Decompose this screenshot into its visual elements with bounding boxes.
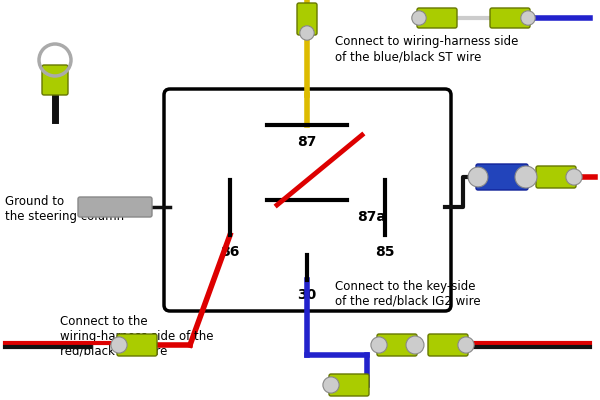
Text: 85: 85 — [375, 245, 395, 259]
Circle shape — [521, 11, 535, 25]
Text: Connect to the key-side
of the red/black IG2 wire: Connect to the key-side of the red/black… — [335, 280, 481, 308]
Circle shape — [371, 337, 387, 353]
Circle shape — [566, 169, 582, 185]
Text: Connect to wiring-harness side
of the blue/black ST wire: Connect to wiring-harness side of the bl… — [335, 35, 518, 63]
Text: 86: 86 — [220, 245, 239, 259]
Text: Ground to
the steering column: Ground to the steering column — [5, 195, 124, 223]
FancyBboxPatch shape — [536, 166, 576, 188]
Circle shape — [458, 337, 474, 353]
FancyBboxPatch shape — [117, 334, 157, 356]
Circle shape — [406, 336, 424, 354]
Text: 87: 87 — [298, 135, 317, 149]
FancyBboxPatch shape — [78, 197, 152, 217]
Circle shape — [468, 167, 488, 187]
FancyBboxPatch shape — [42, 65, 68, 95]
FancyBboxPatch shape — [428, 334, 468, 356]
Circle shape — [300, 26, 314, 40]
Text: 30: 30 — [298, 288, 317, 302]
Text: Connect to the
wiring-harness side of the
red/black IG2 wire: Connect to the wiring-harness side of th… — [60, 315, 214, 358]
Circle shape — [323, 377, 339, 393]
FancyBboxPatch shape — [329, 374, 369, 396]
Circle shape — [412, 11, 426, 25]
FancyBboxPatch shape — [164, 89, 451, 311]
Circle shape — [111, 337, 127, 353]
FancyBboxPatch shape — [476, 164, 528, 190]
FancyBboxPatch shape — [417, 8, 457, 28]
FancyBboxPatch shape — [490, 8, 530, 28]
Text: 87a: 87a — [357, 210, 386, 224]
FancyBboxPatch shape — [377, 334, 417, 356]
FancyBboxPatch shape — [297, 3, 317, 35]
Circle shape — [515, 166, 537, 188]
